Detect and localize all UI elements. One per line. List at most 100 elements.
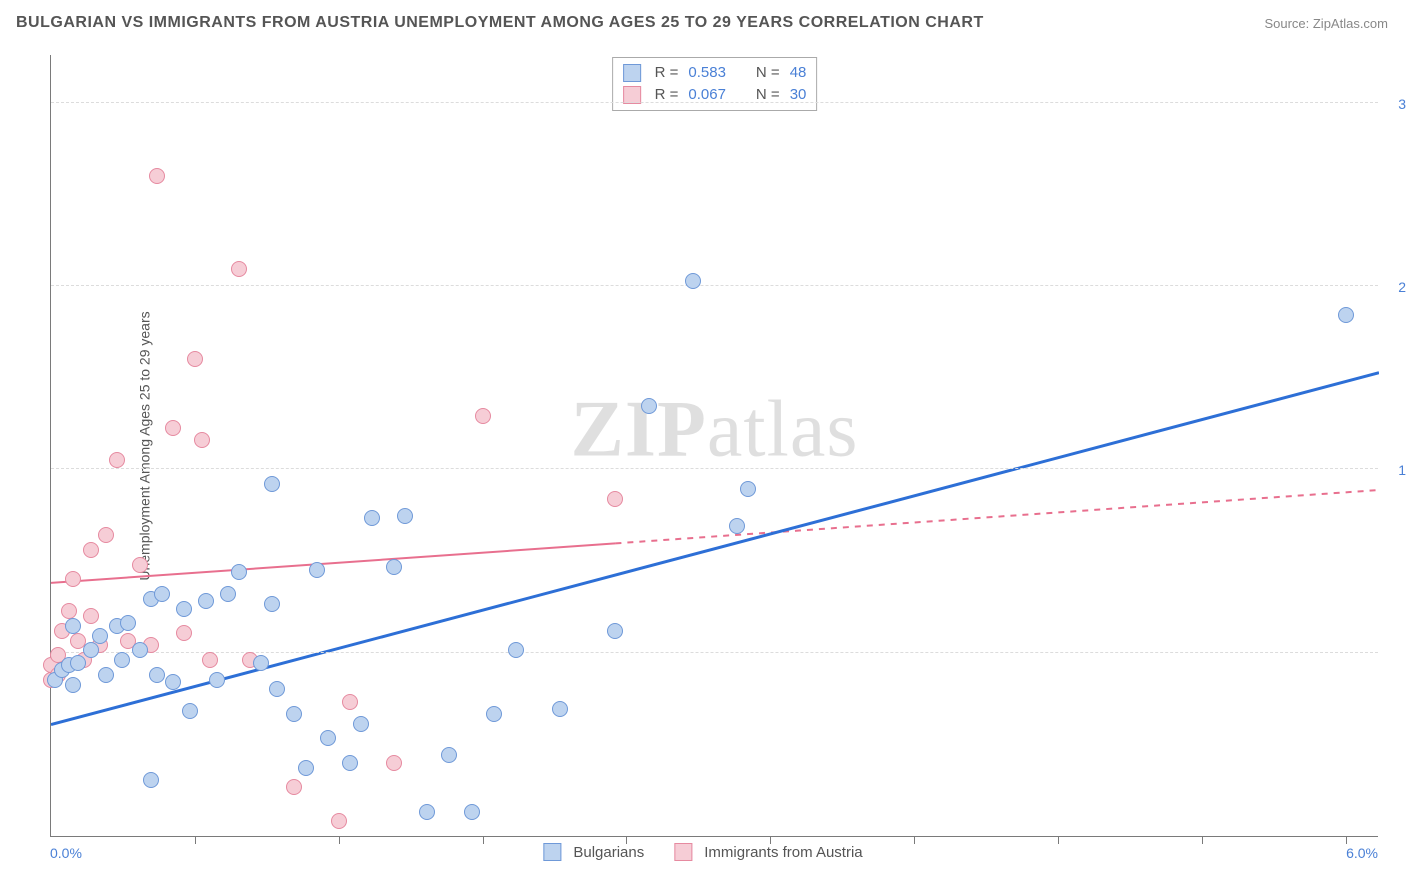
marker-austria xyxy=(231,261,247,277)
gridline xyxy=(51,285,1378,286)
watermark-bold: ZIP xyxy=(571,385,707,473)
marker-bulgarians xyxy=(607,623,623,639)
marker-austria xyxy=(132,557,148,573)
marker-bulgarians xyxy=(364,510,380,526)
n-value-bulgarians: 48 xyxy=(790,62,807,84)
marker-bulgarians xyxy=(269,681,285,697)
marker-austria xyxy=(202,652,218,668)
marker-austria xyxy=(165,420,181,436)
marker-bulgarians xyxy=(464,804,480,820)
marker-bulgarians xyxy=(253,655,269,671)
marker-austria xyxy=(65,571,81,587)
y-tick-label: 7.5% xyxy=(1383,646,1406,662)
chart-container: BULGARIAN VS IMMIGRANTS FROM AUSTRIA UNE… xyxy=(0,0,1406,892)
marker-bulgarians xyxy=(65,618,81,634)
marker-bulgarians xyxy=(397,508,413,524)
marker-austria xyxy=(286,779,302,795)
x-tick xyxy=(1202,836,1203,844)
y-tick-label: 30.0% xyxy=(1383,96,1406,112)
marker-bulgarians xyxy=(552,701,568,717)
r-value-bulgarians: 0.583 xyxy=(688,62,726,84)
plot-area: ZIPatlas R = 0.583 N = 48 R = 0.067 N = … xyxy=(50,55,1378,837)
marker-bulgarians xyxy=(198,593,214,609)
x-axis-min-label: 0.0% xyxy=(50,845,82,861)
source-prefix: Source: xyxy=(1264,16,1312,31)
marker-bulgarians xyxy=(182,703,198,719)
marker-austria xyxy=(607,491,623,507)
marker-austria xyxy=(386,755,402,771)
marker-austria xyxy=(98,527,114,543)
marker-bulgarians xyxy=(1338,307,1354,323)
marker-bulgarians xyxy=(342,755,358,771)
marker-bulgarians xyxy=(508,642,524,658)
gridline xyxy=(51,468,1378,469)
marker-bulgarians xyxy=(486,706,502,722)
marker-bulgarians xyxy=(132,642,148,658)
marker-bulgarians xyxy=(209,672,225,688)
y-tick-label: 22.5% xyxy=(1383,279,1406,295)
marker-bulgarians xyxy=(386,559,402,575)
marker-austria xyxy=(149,168,165,184)
marker-austria xyxy=(61,603,77,619)
marker-bulgarians xyxy=(165,674,181,690)
marker-bulgarians xyxy=(70,655,86,671)
marker-austria xyxy=(109,452,125,468)
x-tick xyxy=(1058,836,1059,844)
watermark-rest: atlas xyxy=(707,385,859,473)
marker-bulgarians xyxy=(353,716,369,732)
series-legend: Bulgarians Immigrants from Austria xyxy=(543,843,862,861)
marker-bulgarians xyxy=(264,596,280,612)
marker-austria xyxy=(194,432,210,448)
x-tick xyxy=(339,836,340,844)
marker-bulgarians xyxy=(149,667,165,683)
marker-bulgarians xyxy=(120,615,136,631)
legend-row-bulgarians: R = 0.583 N = 48 xyxy=(623,62,807,84)
x-axis-max-label: 6.0% xyxy=(1346,845,1378,861)
legend-item-austria: Immigrants from Austria xyxy=(674,843,862,861)
swatch-austria xyxy=(674,843,692,861)
source-attribution: Source: ZipAtlas.com xyxy=(1264,16,1388,31)
marker-bulgarians xyxy=(309,562,325,578)
x-tick xyxy=(1346,836,1347,844)
marker-bulgarians xyxy=(114,652,130,668)
marker-bulgarians xyxy=(685,273,701,289)
legend-label-austria: Immigrants from Austria xyxy=(704,844,862,861)
marker-bulgarians xyxy=(65,677,81,693)
marker-bulgarians xyxy=(92,628,108,644)
swatch-bulgarians xyxy=(543,843,561,861)
x-tick xyxy=(483,836,484,844)
gridline xyxy=(51,102,1378,103)
marker-bulgarians xyxy=(441,747,457,763)
legend-label-bulgarians: Bulgarians xyxy=(573,844,644,861)
marker-bulgarians xyxy=(729,518,745,534)
legend-item-bulgarians: Bulgarians xyxy=(543,843,644,861)
marker-bulgarians xyxy=(231,564,247,580)
marker-austria xyxy=(176,625,192,641)
marker-austria xyxy=(342,694,358,710)
marker-bulgarians xyxy=(286,706,302,722)
watermark: ZIPatlas xyxy=(571,384,859,475)
marker-austria xyxy=(83,608,99,624)
regression-lines xyxy=(51,55,1379,837)
marker-austria xyxy=(187,351,203,367)
marker-bulgarians xyxy=(419,804,435,820)
marker-austria xyxy=(475,408,491,424)
marker-austria xyxy=(83,542,99,558)
r-label: R = xyxy=(655,62,679,84)
x-tick xyxy=(914,836,915,844)
marker-bulgarians xyxy=(740,481,756,497)
marker-bulgarians xyxy=(641,398,657,414)
marker-bulgarians xyxy=(154,586,170,602)
chart-title: BULGARIAN VS IMMIGRANTS FROM AUSTRIA UNE… xyxy=(16,14,984,32)
marker-bulgarians xyxy=(83,642,99,658)
y-tick-label: 15.0% xyxy=(1383,462,1406,478)
marker-bulgarians xyxy=(320,730,336,746)
marker-bulgarians xyxy=(98,667,114,683)
correlation-legend: R = 0.583 N = 48 R = 0.067 N = 30 xyxy=(612,57,818,111)
swatch-bulgarians xyxy=(623,64,641,82)
marker-bulgarians xyxy=(298,760,314,776)
marker-austria xyxy=(331,813,347,829)
marker-bulgarians xyxy=(143,772,159,788)
source-link[interactable]: ZipAtlas.com xyxy=(1313,16,1388,31)
marker-bulgarians xyxy=(264,476,280,492)
